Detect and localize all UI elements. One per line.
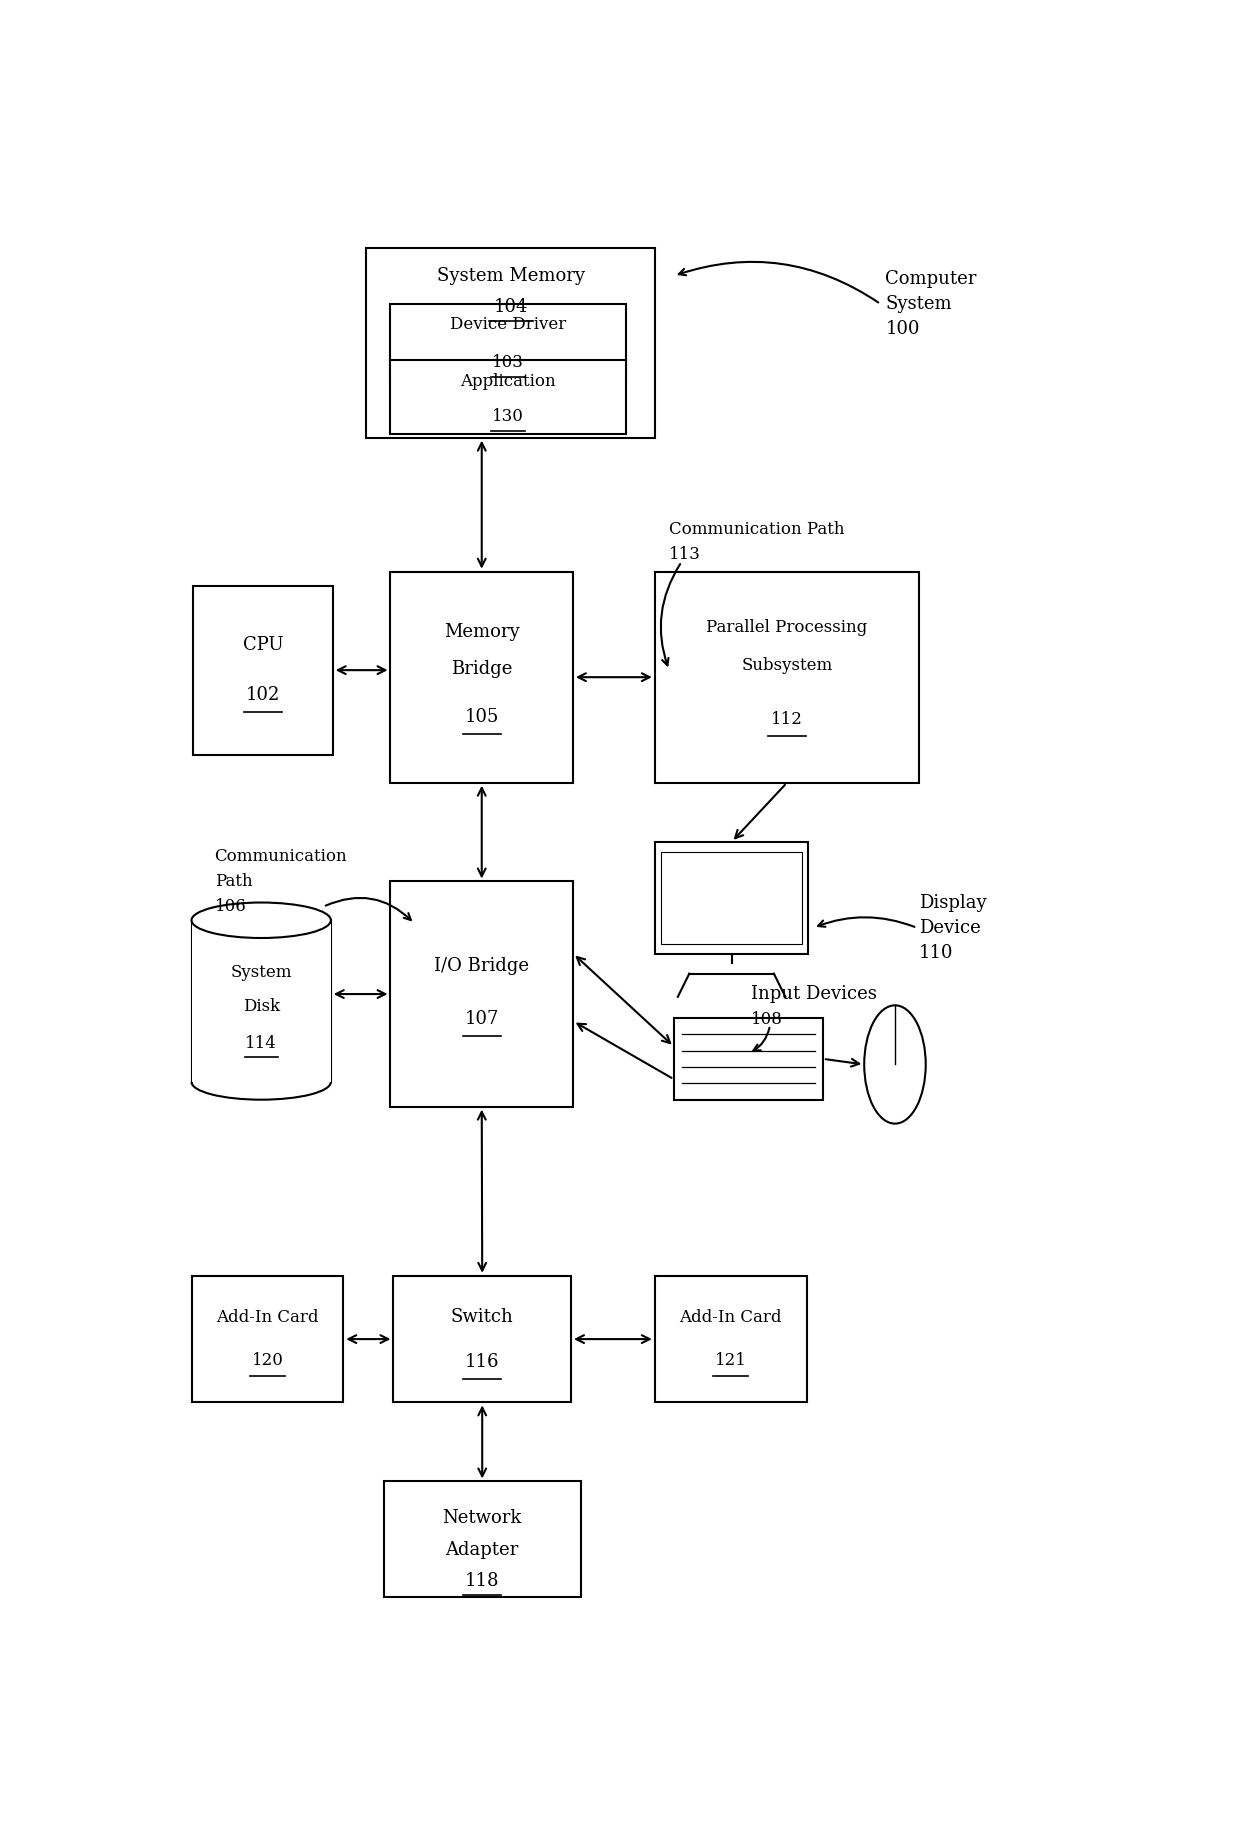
Text: Network: Network (443, 1509, 522, 1527)
FancyArrowPatch shape (326, 898, 410, 920)
Bar (367, 247, 655, 437)
Text: 113: 113 (670, 547, 701, 563)
Bar (191, 920, 331, 1083)
Text: 100: 100 (885, 320, 920, 338)
Text: 105: 105 (465, 708, 498, 726)
Text: Path: Path (215, 872, 252, 891)
FancyArrowPatch shape (678, 262, 878, 302)
Text: Parallel Processing: Parallel Processing (707, 620, 868, 636)
Text: System Memory: System Memory (436, 267, 584, 285)
Text: 107: 107 (465, 1010, 498, 1028)
Text: Device: Device (919, 918, 981, 936)
Bar (391, 304, 626, 382)
FancyArrowPatch shape (818, 918, 914, 927)
Text: 112: 112 (771, 711, 802, 728)
FancyArrowPatch shape (661, 563, 680, 666)
Text: Switch: Switch (451, 1308, 513, 1326)
Text: System: System (885, 294, 952, 313)
Bar (191, 1277, 343, 1403)
Text: Input Devices: Input Devices (751, 986, 877, 1002)
Text: Memory: Memory (444, 624, 520, 642)
Bar (393, 1277, 572, 1403)
Text: Communication Path: Communication Path (670, 521, 844, 538)
Text: System: System (231, 964, 291, 982)
Bar (193, 585, 332, 755)
Bar (391, 571, 573, 783)
Text: 104: 104 (494, 298, 528, 316)
FancyArrowPatch shape (754, 1028, 770, 1050)
Text: 130: 130 (492, 408, 525, 424)
Text: 118: 118 (465, 1573, 500, 1591)
Text: 103: 103 (492, 355, 525, 371)
Text: 102: 102 (246, 686, 280, 704)
Text: Disk: Disk (243, 999, 280, 1015)
Text: Device Driver: Device Driver (450, 316, 567, 333)
Bar (655, 571, 919, 783)
Text: 120: 120 (252, 1352, 284, 1368)
Bar (675, 1019, 823, 1099)
Text: Adapter: Adapter (445, 1542, 518, 1560)
Text: I/O Bridge: I/O Bridge (434, 957, 529, 975)
Text: Subsystem: Subsystem (742, 657, 832, 675)
Ellipse shape (864, 1006, 926, 1123)
Ellipse shape (191, 902, 331, 938)
Bar (655, 841, 808, 953)
Text: CPU: CPU (243, 636, 284, 653)
Bar (391, 882, 573, 1107)
Text: 110: 110 (919, 944, 954, 962)
Text: Computer: Computer (885, 269, 977, 287)
Text: 106: 106 (215, 898, 247, 914)
Bar (391, 360, 626, 433)
Bar (655, 1277, 806, 1403)
Text: 108: 108 (751, 1011, 782, 1028)
Bar (661, 852, 802, 944)
Text: Display: Display (919, 894, 987, 911)
Text: Add-In Card: Add-In Card (216, 1310, 319, 1326)
Text: Communication: Communication (215, 847, 347, 865)
Text: Bridge: Bridge (451, 660, 512, 679)
Text: 114: 114 (246, 1035, 277, 1052)
Bar (383, 1481, 580, 1597)
Text: Add-In Card: Add-In Card (680, 1310, 782, 1326)
Text: 116: 116 (465, 1353, 500, 1370)
Text: Application: Application (460, 373, 556, 390)
Text: 121: 121 (714, 1352, 746, 1368)
